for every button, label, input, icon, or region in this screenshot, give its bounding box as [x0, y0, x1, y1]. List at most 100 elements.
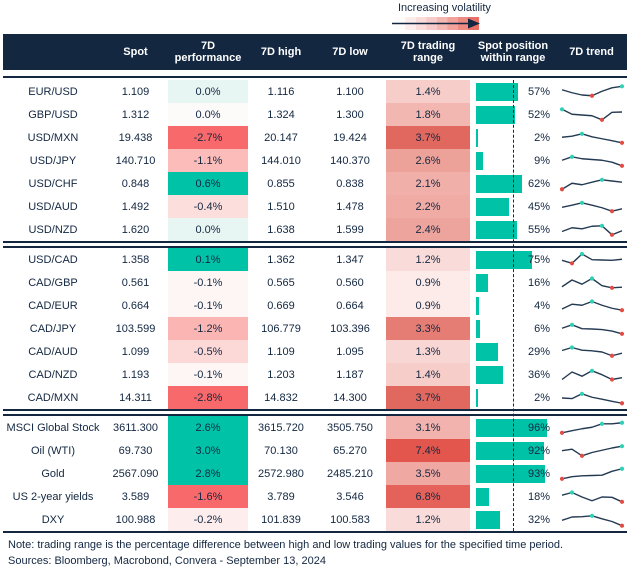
- low-value: 1.100: [336, 85, 364, 98]
- trend-cell: [556, 271, 627, 294]
- high-value: 106.779: [261, 322, 301, 335]
- performance-cell: 3.0%: [168, 439, 248, 462]
- col-header-7d-trend: 7D trend: [569, 45, 614, 58]
- trend-cell: [556, 294, 627, 317]
- position-bar: [476, 220, 517, 239]
- trading-range-cell: 3.1%: [386, 416, 470, 439]
- col-header-7d-low: 7D low: [332, 45, 368, 58]
- high-dot: [599, 421, 604, 426]
- instrument-label: CAD/GBP: [28, 276, 78, 289]
- spot-value: 1.099: [121, 345, 150, 358]
- high-dot: [619, 466, 624, 471]
- spot-value: 3.589: [121, 490, 150, 503]
- position-label: 2%: [534, 391, 550, 404]
- position-cell: 32%: [470, 508, 556, 531]
- low-value: 1.300: [336, 108, 364, 121]
- high-value: 1.324: [267, 108, 295, 121]
- position-cell: 4%: [470, 294, 556, 317]
- trading-range-cell: 1.2%: [386, 508, 470, 531]
- position-label: 9%: [534, 154, 550, 167]
- trend-sparkline: [561, 275, 622, 290]
- low-value: 103.396: [330, 322, 370, 335]
- trend-sparkline: [561, 344, 622, 358]
- position-label: 96%: [527, 421, 550, 434]
- trend-sparkline: [561, 368, 622, 382]
- trend-cell: [556, 218, 627, 241]
- position-label: 92%: [527, 444, 550, 457]
- position-bar: [476, 151, 483, 170]
- high-value: 1.109: [267, 345, 295, 358]
- instrument-label: DXY: [41, 513, 65, 526]
- table-header-row: Spot 7D performance 7D high 7D low 7D tr…: [3, 34, 627, 70]
- position-cell: 92%: [470, 439, 556, 462]
- trend-sparkline: [561, 200, 622, 213]
- trend-sparkline: [561, 322, 624, 336]
- low-value: 65.270: [333, 444, 367, 457]
- position-bar: [476, 128, 478, 147]
- trading-range-cell: 2.2%: [386, 195, 470, 218]
- table-row: US 2-year yields 3.589 -1.6% 3.789 3.546 6.8%…: [3, 485, 627, 508]
- trend-sparkline: [559, 466, 624, 481]
- high-value: 1.362: [267, 253, 295, 266]
- spot-value: 100.988: [115, 513, 156, 526]
- table-group-usd-pairs: EUR/USD 1.109 0.0% 1.116 1.100 1.4% 57% GBP/USD…: [3, 80, 627, 241]
- position-label: 55%: [527, 223, 550, 236]
- position-label: 52%: [527, 108, 550, 121]
- high-value: 0.669: [267, 299, 295, 312]
- trend-sparkline: [561, 443, 624, 458]
- low-dot: [619, 163, 624, 168]
- trend-cell: [556, 80, 627, 103]
- table-group-macro: MSCI Global Stock 3611.300 2.6% 3615.720 350…: [3, 416, 627, 531]
- low-dot: [589, 93, 594, 98]
- position-bar: [476, 441, 545, 460]
- instrument-label: GBP/USD: [28, 108, 78, 121]
- high-value: 144.010: [261, 154, 301, 167]
- trend-sparkline: [561, 251, 622, 265]
- high-dot: [619, 83, 624, 88]
- low-value: 100.583: [330, 513, 370, 526]
- position-label: 36%: [527, 368, 550, 381]
- trend-cell: [556, 317, 627, 340]
- high-dot: [579, 200, 584, 205]
- trading-range-cell: 3.7%: [386, 386, 470, 409]
- high-value: 14.832: [264, 391, 298, 404]
- volatility-legend: Increasing volatility: [3, 0, 627, 34]
- spot-value: 1.109: [121, 85, 150, 98]
- table-row: USD/MXN 19.438 -2.7% 20.147 19.424 3.7% 2%: [3, 126, 627, 149]
- table-row: CAD/GBP 0.561 -0.1% 0.565 0.560 0.9% 16%: [3, 271, 627, 294]
- trend-cell: [556, 439, 627, 462]
- high-value: 70.130: [264, 444, 298, 457]
- position-bar: [476, 464, 545, 483]
- table-row: USD/CHF 0.848 0.6% 0.855 0.838 2.1% 62%: [3, 172, 627, 195]
- position-label: 75%: [527, 253, 550, 266]
- position-bar: [476, 197, 510, 216]
- low-value: 1.599: [336, 223, 364, 236]
- trading-range-cell: 1.8%: [386, 103, 470, 126]
- high-dot: [559, 106, 564, 111]
- spot-value: 2567.090: [112, 467, 159, 480]
- low-value: 0.838: [336, 177, 364, 190]
- trading-range-cell: 1.4%: [386, 363, 470, 386]
- low-dot: [619, 523, 624, 528]
- trading-range-cell: 3.7%: [386, 126, 470, 149]
- high-dot: [589, 368, 594, 373]
- position-cell: 2%: [470, 126, 556, 149]
- trend-cell: [556, 172, 627, 195]
- high-dot: [569, 489, 574, 495]
- high-dot: [589, 298, 594, 304]
- position-label: 2%: [534, 131, 550, 144]
- footnote: Note: trading range is the percentage di…: [8, 539, 564, 551]
- spot-value: 1.358: [121, 253, 150, 266]
- low-dot: [609, 208, 614, 213]
- performance-cell: 2.8%: [168, 462, 248, 485]
- performance-cell: -0.1%: [168, 271, 248, 294]
- instrument-label: MSCI Global Stock: [6, 421, 100, 434]
- low-value: 1.347: [336, 253, 364, 266]
- performance-cell: -1.2%: [168, 317, 248, 340]
- table-row: MSCI Global Stock 3611.300 2.6% 3615.720 350…: [3, 416, 627, 439]
- position-label: 16%: [527, 276, 550, 289]
- high-value: 20.147: [264, 131, 298, 144]
- low-dot: [619, 307, 624, 312]
- header-divider: [3, 70, 627, 78]
- arrow-right-icon: [392, 18, 480, 29]
